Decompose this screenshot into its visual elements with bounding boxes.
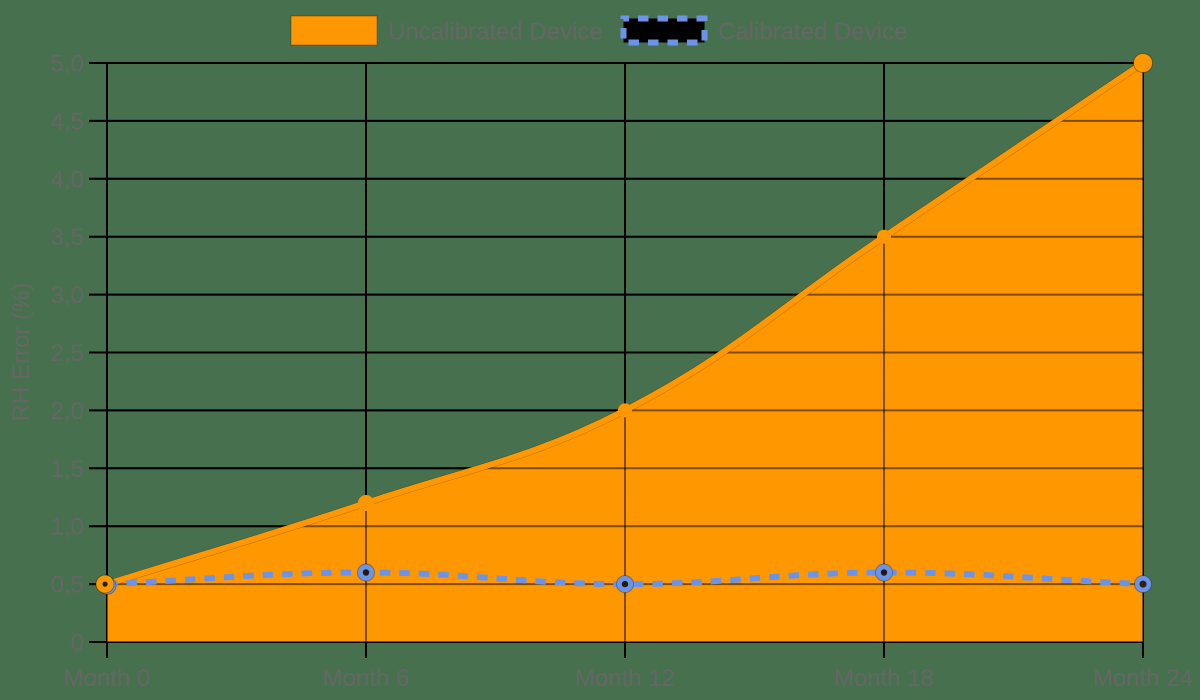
svg-text:0,5: 0,5 [51, 572, 84, 599]
svg-text:4,5: 4,5 [51, 108, 84, 135]
svg-text:Month 24: Month 24 [1093, 665, 1193, 692]
svg-text:0: 0 [71, 630, 84, 657]
svg-text:Month 6: Month 6 [323, 665, 410, 692]
svg-text:3,0: 3,0 [51, 282, 84, 309]
svg-text:Month 0: Month 0 [64, 665, 151, 692]
svg-text:3,5: 3,5 [51, 224, 84, 251]
svg-text:Month 18: Month 18 [834, 665, 934, 692]
svg-text:2,0: 2,0 [51, 398, 84, 425]
svg-text:Uncalibrated Device: Uncalibrated Device [388, 19, 603, 46]
svg-text:1,0: 1,0 [51, 514, 84, 541]
svg-text:1,5: 1,5 [51, 456, 84, 483]
svg-text:Calibrated Device: Calibrated Device [718, 19, 907, 46]
svg-text:RH Error (%): RH Error (%) [8, 283, 35, 422]
svg-text:5,0: 5,0 [51, 51, 84, 78]
svg-text:4,0: 4,0 [51, 166, 84, 193]
svg-text:Month 12: Month 12 [575, 665, 675, 692]
svg-text:2,5: 2,5 [51, 340, 84, 367]
